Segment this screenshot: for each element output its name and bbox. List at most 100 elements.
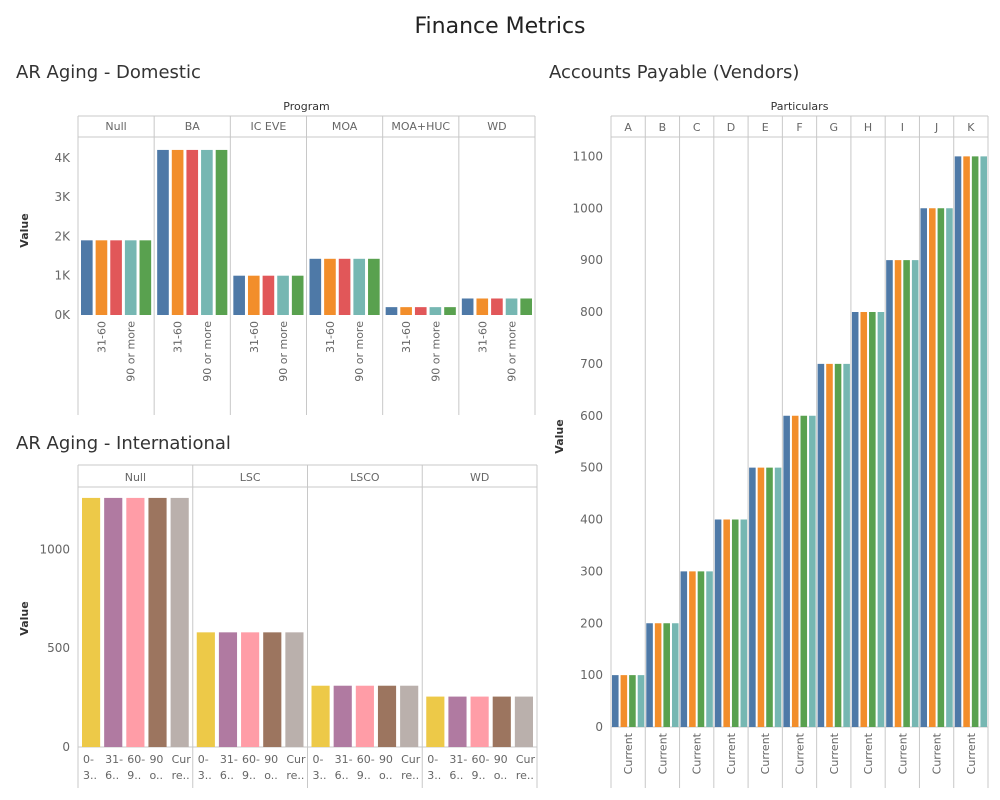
vendors-bar (629, 675, 636, 727)
domestic-bar (291, 275, 304, 315)
vendors-y-tick-label: 300 (580, 564, 603, 578)
vendors-bar (834, 363, 842, 727)
international-bar (170, 497, 189, 747)
domestic-bar (491, 298, 503, 315)
international-y-tick-label: 500 (47, 641, 70, 655)
vendors-bar (612, 675, 619, 727)
vendors-bar (946, 208, 953, 727)
domestic-bar (81, 240, 93, 315)
international-group-label: LSCO (350, 471, 380, 484)
vendors-x-tick-label: Current (896, 732, 909, 774)
domestic-bar (157, 149, 169, 315)
vendors-bar (697, 571, 705, 727)
vendors-bar (671, 623, 679, 727)
international-group-label: WD (470, 471, 489, 484)
vendors-bar (843, 363, 850, 727)
domestic-y-tick-label: 2K (54, 229, 71, 243)
domestic-group-label: IC EVE (250, 120, 286, 133)
vendors-bar (706, 571, 713, 727)
vendors-bar (980, 156, 987, 727)
domestic-group-label: MOA+HUC (391, 120, 450, 133)
international-x-tick-label: 60- (242, 753, 260, 766)
domestic-x-tick-label: 90 or more (201, 321, 214, 382)
vendors-x-tick-label: Current (931, 732, 944, 774)
vendors-bar (637, 675, 645, 727)
international-x-tick-label: 31- (220, 753, 238, 766)
international-x-tick-label: 9.. (127, 769, 141, 782)
international-x-tick-label: Cur (516, 753, 536, 766)
vendors-bar (886, 260, 893, 727)
vendors-y-tick-label: 600 (580, 409, 603, 423)
vendors-bar (911, 260, 919, 727)
international-group-label: LSC (240, 471, 261, 484)
domestic-y-tick-label: 4K (54, 151, 71, 165)
vendors-bar (723, 519, 730, 727)
international-x-tick-label: re.. (172, 769, 190, 782)
vendors-bar (680, 571, 688, 727)
international-x-tick-label: 90 (379, 753, 393, 766)
international-x-tick-label: 31- (449, 753, 467, 766)
international-x-tick-label: 6.. (220, 769, 234, 782)
international-bar (355, 685, 374, 747)
domestic-group-label: MOA (332, 120, 358, 133)
vendors-y-tick-label: 800 (580, 305, 603, 319)
vendors-bar (783, 415, 790, 727)
domestic-bar (247, 275, 260, 315)
domestic-y-tick-label: 0K (54, 308, 71, 322)
international-bar (104, 497, 123, 747)
domestic-y-tick-label: 1K (54, 269, 71, 283)
domestic-group-label: BA (185, 120, 201, 133)
international-x-tick-label: 9.. (242, 769, 256, 782)
vendors-group-label: B (659, 121, 667, 134)
vendors-bar (714, 519, 722, 727)
vendors-y-tick-label: 700 (580, 357, 603, 371)
vendors-bar (817, 363, 825, 727)
international-x-tick-label: 31- (105, 753, 123, 766)
vendors-bar (937, 208, 945, 727)
domestic-bar (186, 149, 199, 315)
international-x-tick-label: 6.. (335, 769, 349, 782)
vendors-y-tick-label: 500 (580, 461, 603, 475)
vendors-bar (954, 156, 962, 727)
domestic-bar (385, 307, 398, 315)
domestic-bar (505, 298, 518, 315)
domestic-bar (520, 298, 532, 315)
international-bar (492, 696, 511, 747)
international-bar (311, 685, 330, 747)
vendors-bar (654, 623, 662, 727)
international-x-tick-label: re.. (286, 769, 304, 782)
vendors-x-tick-label: Current (656, 732, 669, 774)
vendors-bar (620, 675, 628, 727)
vendors-x-tick-label: Current (828, 732, 841, 774)
international-x-tick-label: re.. (516, 769, 534, 782)
international-x-tick-label: 3.. (198, 769, 212, 782)
international-x-tick-label: Cur (286, 753, 306, 766)
vendors-group-label: G (830, 121, 839, 134)
international-bar (514, 696, 533, 747)
domestic-x-tick-label: 90 or more (429, 321, 442, 382)
vendors-bar (791, 415, 799, 727)
vendors-y-tick-label: 100 (580, 668, 603, 682)
international-chart-title: AR Aging - International (16, 433, 231, 454)
vendors-y-tick-label: 400 (580, 513, 603, 527)
domestic-x-tick-label: 31-60 (400, 321, 413, 353)
vendors-group-label: C (693, 121, 701, 134)
international-x-tick-label: o.. (149, 769, 163, 782)
domestic-group-label: Null (105, 120, 126, 133)
domestic-bar (476, 298, 489, 315)
international-bar (470, 696, 489, 747)
international-bar (285, 632, 304, 747)
international-y-axis-label: Value (18, 601, 31, 635)
domestic-bar (201, 149, 213, 315)
international-x-tick-label: 60- (127, 753, 145, 766)
international-x-tick-label: Cur (172, 753, 192, 766)
international-bar (333, 685, 352, 747)
international-bar (400, 685, 419, 747)
domestic-bar (233, 275, 245, 315)
vendors-x-tick-label: Current (725, 732, 738, 774)
vendors-bar (826, 363, 833, 727)
domestic-bar (139, 240, 152, 315)
vendors-y-tick-label: 0 (595, 720, 603, 734)
international-bar (196, 632, 215, 747)
